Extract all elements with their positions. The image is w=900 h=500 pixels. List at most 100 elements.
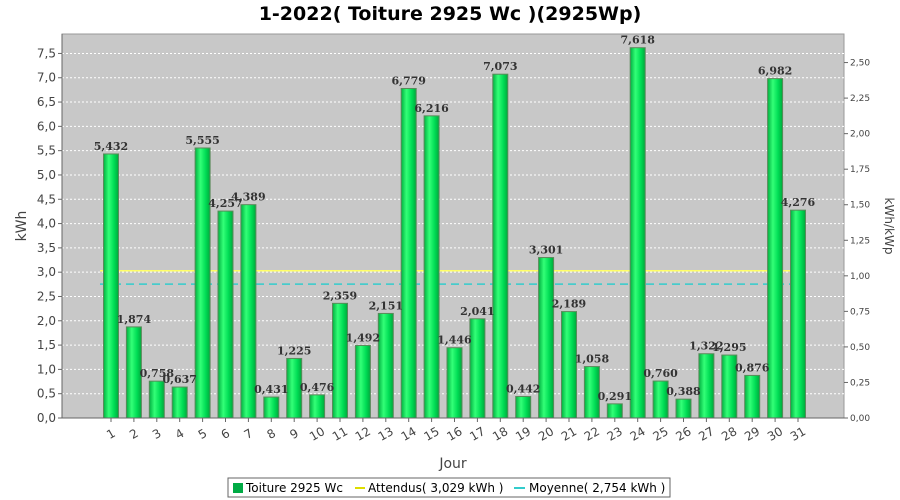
bar-day-29 [744,374,761,419]
legend-swatch-bar [233,483,243,493]
data-label: 4,257 [208,197,242,210]
bar-day-4 [171,386,188,419]
x-tick-label: 19 [513,424,533,444]
y2-tick-label: 1,25 [850,236,870,246]
data-label: 1,446 [437,334,472,347]
bar-day-30 [767,78,784,419]
bar-day-11 [332,302,348,419]
bar-day-5 [194,147,211,419]
x-tick-label: 24 [628,424,648,444]
bar-day-20 [538,257,555,419]
data-label: 1,874 [117,313,152,326]
data-label: 7,073 [483,60,517,73]
bar-day-23 [606,403,623,419]
data-label: 5,555 [185,134,219,147]
x-tick-label: 28 [719,424,739,444]
y-tick-label: 1,0 [37,362,56,376]
y-tick-label: 7,0 [37,71,56,85]
y2-axis-label: kWh/kWp [882,198,896,255]
data-label: 6,779 [391,74,425,87]
x-tick-label: 20 [536,424,556,444]
data-label: 2,151 [369,299,403,312]
data-label: 0,291 [598,390,632,403]
data-label: 6,216 [414,102,449,115]
data-label: 7,618 [620,34,655,47]
data-label: 1,225 [277,344,311,357]
x-tick-label: 30 [765,424,785,444]
data-label: 1,058 [575,353,610,366]
data-label: 0,637 [162,373,196,386]
legend-label-bar: Toiture 2925 Wc [245,481,343,495]
bar-day-12 [354,344,371,419]
bar-day-18 [492,73,509,419]
x-tick-label: 1 [104,426,118,442]
chart-title: 1-2022( Toiture 2925 Wc )(2925Wp) [259,3,642,25]
y-tick-label: 3,5 [37,241,56,255]
x-tick-label: 29 [742,424,762,444]
y-axis-right: 0,00 0,25 0,50 0,75 1,00 1,25 1,50 1,75 2,00 2,25… [844,59,870,424]
y-tick-label: 2,0 [37,314,56,328]
x-tick-label: 13 [376,424,396,444]
bar-day-14 [400,87,417,419]
y-tick-label: 5,0 [37,168,56,182]
x-tick-label: 11 [330,424,350,444]
x-tick-label: 9 [287,426,301,442]
x-tick-label: 16 [444,424,464,444]
bar-day-6 [217,210,234,419]
x-tick-label: 17 [467,424,487,444]
y-tick-label: 6,5 [37,95,56,109]
y-tick-label: 3,0 [37,265,56,279]
x-tick-label: 8 [264,426,278,442]
x-tick-label: 25 [650,424,670,444]
bar-day-27 [698,353,715,419]
x-tick-label: 3 [150,426,164,442]
x-tick-label: 18 [490,424,510,444]
x-tick-label: 31 [788,424,808,444]
data-label: 0,431 [254,383,288,396]
bar-day-10 [309,394,326,419]
data-label: 5,432 [94,140,128,153]
y-tick-label: 4,5 [37,192,56,206]
y-tick-label: 5,5 [37,144,56,158]
x-tick-label: 12 [353,424,373,444]
bar-day-3 [148,380,165,419]
data-label: 4,389 [231,191,265,204]
data-label: 3,301 [529,244,563,257]
bar-day-17 [469,318,486,419]
y-tick-label: 0,5 [37,387,56,401]
x-tick-label: 23 [605,424,625,444]
x-tick-label: 21 [559,424,579,444]
y2-tick-label: 2,00 [850,130,870,140]
bar-day-1 [103,153,119,419]
data-label: 2,041 [460,305,494,318]
y2-tick-label: 1,75 [850,165,870,175]
x-axis-label: Jour [438,456,467,472]
y-tick-label: 6,0 [37,119,56,133]
data-label: 1,322 [689,340,723,353]
x-tick-label: 4 [173,426,187,442]
legend-label-attendus: Attendus( 3,029 kWh ) [368,481,503,495]
x-tick-label: 10 [307,424,327,444]
data-label: 1,492 [346,331,380,344]
y2-tick-label: 1,00 [850,272,870,282]
bar-day-31 [790,209,806,419]
x-tick-label: 27 [696,424,716,444]
y-tick-label: 0,0 [37,411,56,425]
legend-box [227,477,671,498]
y-axis-label: kWh [14,211,30,242]
data-label: 0,758 [140,367,175,380]
bar-day-19 [515,396,532,419]
y-tick-label: 1,5 [37,338,56,352]
x-tick-label: 15 [421,424,441,444]
bar-day-13 [377,312,394,419]
bar-day-26 [675,398,692,419]
x-tick-label: 6 [219,426,233,442]
legend: Toiture 2925 Wc Attendus( 3,029 kWh ) Mo… [227,477,671,498]
y-tick-label: 4,0 [37,217,56,231]
data-label: 2,189 [552,298,586,311]
y2-tick-label: 0,75 [850,307,870,317]
y2-tick-label: 2,25 [850,94,870,104]
data-label: 0,442 [506,383,540,396]
